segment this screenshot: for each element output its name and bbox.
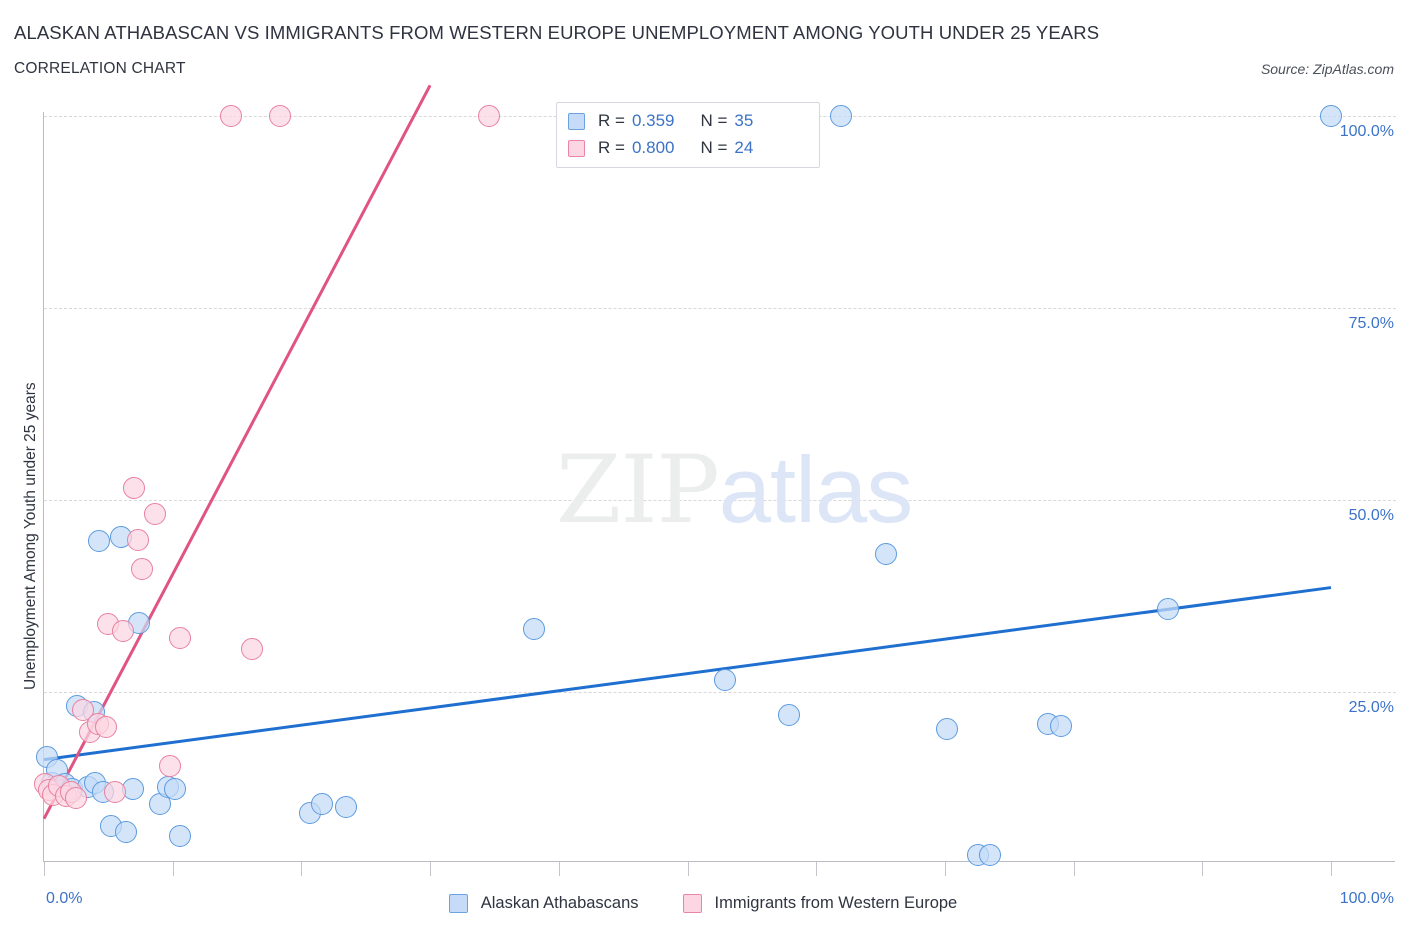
stats-n-value-pink: 24: [734, 138, 754, 157]
y-axis-title: Unemployment Among Youth under 25 years: [22, 382, 39, 690]
gridline-y: [44, 308, 1396, 309]
stats-r-value-pink: 0.800: [631, 138, 675, 157]
stats-swatch-blue-icon: [568, 112, 585, 130]
stats-n-label-pink: N =: [700, 138, 728, 157]
data-point-blue[interactable]: [978, 843, 1001, 866]
legend-label-immigrants-western-europe: Immigrants from Western Europe: [714, 893, 958, 912]
data-point-pink[interactable]: [159, 754, 182, 777]
data-point-pink[interactable]: [143, 502, 166, 525]
gridline-y: [44, 692, 1396, 693]
x-tick-2: [301, 862, 303, 876]
data-point-pink[interactable]: [111, 619, 134, 642]
data-point-blue[interactable]: [936, 717, 959, 740]
page-title: ALASKAN ATHABASCAN VS IMMIGRANTS FROM WE…: [14, 22, 1100, 43]
stats-r-value-blue: 0.359: [631, 111, 675, 130]
x-tick-4: [558, 862, 560, 876]
data-point-pink[interactable]: [65, 786, 88, 809]
data-point-pink[interactable]: [268, 105, 291, 127]
stats-swatch-pink-icon: [568, 139, 585, 157]
data-point-pink[interactable]: [169, 627, 192, 650]
data-point-pink[interactable]: [126, 528, 149, 551]
watermark-zip: ZIP: [556, 436, 720, 545]
watermark-atlas: atlas: [718, 437, 914, 542]
chart-subtitle: CORRELATION CHART: [14, 60, 186, 77]
x-tick-8: [1073, 862, 1075, 876]
data-point-blue[interactable]: [169, 824, 192, 847]
data-point-blue[interactable]: [164, 777, 187, 800]
legend-item-immigrants-western-europe[interactable]: Immigrants from Western Europe: [682, 893, 958, 913]
data-point-blue[interactable]: [874, 542, 897, 565]
data-point-pink[interactable]: [478, 105, 501, 127]
y-tick-label-0: 100.0%: [1339, 123, 1394, 140]
data-point-blue[interactable]: [778, 704, 801, 727]
data-point-blue[interactable]: [523, 618, 546, 641]
source-attribution: Source: ZipAtlas.com: [1260, 61, 1394, 77]
stats-r-label-blue: R =: [598, 111, 625, 130]
x-tick-label-0: 0.0%: [46, 890, 83, 907]
x-tick-5: [687, 862, 689, 876]
x-axis-line: [43, 861, 1395, 862]
data-point-blue[interactable]: [713, 669, 736, 692]
y-tick-label-1: 75.0%: [1348, 315, 1394, 332]
data-point-blue[interactable]: [335, 796, 358, 819]
stats-row-pink: R = 0.800 N = 24: [568, 135, 753, 161]
x-tick-9: [1202, 862, 1204, 876]
data-point-blue[interactable]: [829, 105, 852, 127]
legend-item-alaskan-athabascans[interactable]: Alaskan Athabascans: [448, 893, 639, 913]
correlation-stats-box: R = 0.359 N = 35 R = 0.800 N = 24: [556, 102, 820, 168]
data-point-blue[interactable]: [1156, 598, 1179, 621]
data-point-blue[interactable]: [310, 793, 333, 816]
x-tick-1: [172, 862, 174, 876]
x-tick-6: [816, 862, 818, 876]
x-tick-7: [944, 862, 946, 876]
y-tick-label-2: 50.0%: [1348, 507, 1394, 524]
gridline-y: [44, 500, 1396, 501]
data-point-blue[interactable]: [1320, 105, 1342, 127]
data-point-pink[interactable]: [123, 476, 146, 499]
data-point-pink[interactable]: [103, 780, 126, 803]
x-tick-10: [1331, 862, 1332, 876]
data-point-pink[interactable]: [71, 699, 94, 722]
legend-swatch-blue-icon: [448, 893, 468, 913]
stats-n-label-blue: N =: [700, 111, 728, 130]
data-point-pink[interactable]: [94, 716, 117, 739]
legend-label-alaskan-athabascans: Alaskan Athabascans: [480, 893, 639, 912]
zipatlas-watermark: ZIPatlas: [556, 443, 913, 538]
stats-row-blue: R = 0.359 N = 35: [568, 108, 753, 134]
x-tick-3: [430, 862, 432, 876]
series-legend: Alaskan Athabascans Immigrants from West…: [0, 885, 1406, 921]
legend-swatch-pink-icon: [682, 893, 702, 913]
data-point-pink[interactable]: [241, 637, 264, 660]
data-point-pink[interactable]: [219, 105, 242, 127]
y-tick-label-3: 25.0%: [1348, 699, 1394, 716]
x-tick-0: [44, 862, 45, 876]
data-point-blue[interactable]: [1049, 714, 1072, 737]
trendline-alaskan-athabascans: [43, 586, 1332, 762]
data-point-blue[interactable]: [115, 820, 138, 843]
x-tick-label-10: 100.0%: [1339, 890, 1394, 907]
data-point-pink[interactable]: [130, 558, 153, 581]
stats-r-label-pink: R =: [598, 138, 625, 157]
data-point-blue[interactable]: [88, 529, 111, 552]
stats-n-value-blue: 35: [734, 111, 754, 130]
